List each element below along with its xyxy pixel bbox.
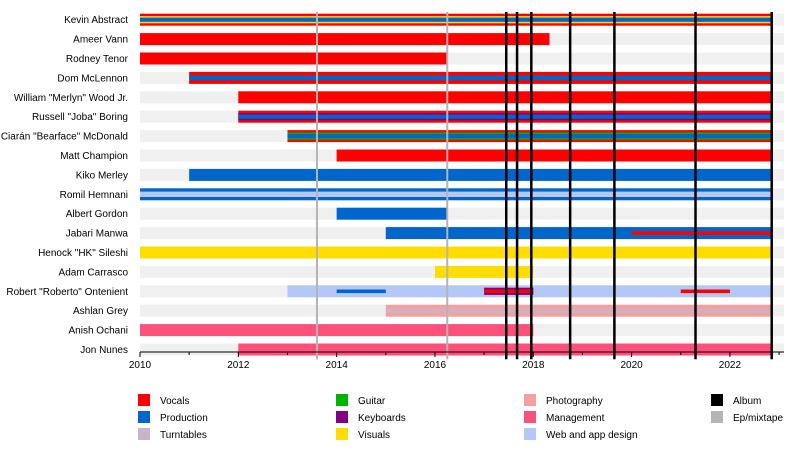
member-bar-segment: [336, 207, 448, 220]
legend-label: Keyboards: [358, 413, 406, 424]
member-label: Rodney Tenor: [66, 54, 129, 65]
member-label: Russell "Joba" Boring: [32, 112, 128, 123]
member-bar-segment: [140, 324, 534, 337]
x-tick-label: 2020: [620, 360, 643, 371]
member-bar-segment: [140, 33, 550, 46]
legend-label: Web and app design: [546, 430, 638, 441]
member-label: Kevin Abstract: [64, 15, 128, 26]
member-label: Romil Hemnani: [60, 190, 128, 201]
member-bar-segment: [287, 134, 772, 139]
member-label: Ashlan Grey: [73, 306, 128, 317]
member-bar-segment: [140, 191, 772, 197]
x-tick-label: 2022: [719, 360, 742, 371]
member-bar-segment: [140, 246, 772, 259]
legend-label: Vocals: [160, 396, 189, 407]
legend-label: Production: [160, 413, 208, 424]
release-lines: [315, 12, 773, 360]
legend-swatch: [138, 394, 150, 406]
row-backgrounds: [140, 13, 784, 356]
legend-label: Photography: [546, 396, 603, 407]
member-bar-segment: [336, 149, 772, 162]
x-tick-label: 2010: [129, 360, 152, 371]
member-label: Ciarán "Bearface" McDonald: [1, 132, 128, 143]
member-bar-segment: [385, 227, 772, 240]
legend-swatch: [138, 411, 150, 423]
member-bar-segment: [680, 289, 730, 294]
x-tick-label: 2016: [424, 360, 447, 371]
member-bar-segment: [140, 17, 772, 22]
legend-swatch: [711, 394, 723, 406]
legend-swatch: [524, 428, 536, 440]
member-bar-segment: [189, 75, 772, 81]
member-label: Jabari Manwa: [66, 229, 129, 240]
legend-swatch: [336, 428, 348, 440]
member-label: Ameer Vann: [73, 35, 128, 46]
x-axis: 2010 2012 2014 2016 2018 2020 2022: [129, 351, 784, 371]
member-bar-segment: [631, 231, 772, 235]
legend-swatch: [711, 411, 723, 423]
member-bar-segment: [484, 289, 534, 294]
member-bar-segment: [189, 168, 772, 181]
x-tick-label: 2014: [326, 360, 349, 371]
legend-label: Visuals: [358, 430, 390, 441]
member-bar-segment: [336, 289, 386, 294]
member-bar-segment: [140, 52, 448, 65]
member-bars: [140, 13, 772, 356]
member-label: Adam Carrasco: [59, 267, 129, 278]
legend-swatch: [336, 411, 348, 423]
member-label: Anish Ochani: [69, 326, 128, 337]
legend-swatch: [524, 411, 536, 423]
legend-label: Turntables: [160, 430, 207, 441]
member-labels: Kevin Abstract Ameer Vann Rodney Tenor Dom …: [1, 15, 129, 356]
member-label: Dom McLennon: [57, 73, 128, 84]
member-label: Albert Gordon: [66, 209, 128, 220]
legend-label: Album: [733, 396, 761, 407]
legend-label: Guitar: [358, 396, 386, 407]
member-label: Matt Champion: [60, 151, 128, 162]
legend-label: Management: [546, 413, 605, 424]
legend-label: Ep/mixtape: [733, 413, 783, 424]
member-label: Robert "Roberto" Ontenient: [6, 287, 128, 298]
x-tick-label: 2012: [227, 360, 250, 371]
member-bar-segment: [434, 265, 534, 278]
x-tick-label: 2018: [522, 360, 545, 371]
member-label: Henock "HK" Sileshi: [38, 248, 128, 259]
member-bar-segment: [385, 308, 772, 313]
member-label: Jon Nunes: [80, 345, 128, 356]
legend-swatch: [336, 394, 348, 406]
legend: Vocals Guitar Photography Album Production Ke…: [138, 394, 783, 441]
member-label: Kiko Merley: [76, 170, 128, 181]
member-label: William "Merlyn" Wood Jr.: [14, 93, 128, 104]
row-background: [140, 207, 784, 220]
legend-swatch: [524, 394, 536, 406]
legend-swatch: [138, 428, 150, 440]
